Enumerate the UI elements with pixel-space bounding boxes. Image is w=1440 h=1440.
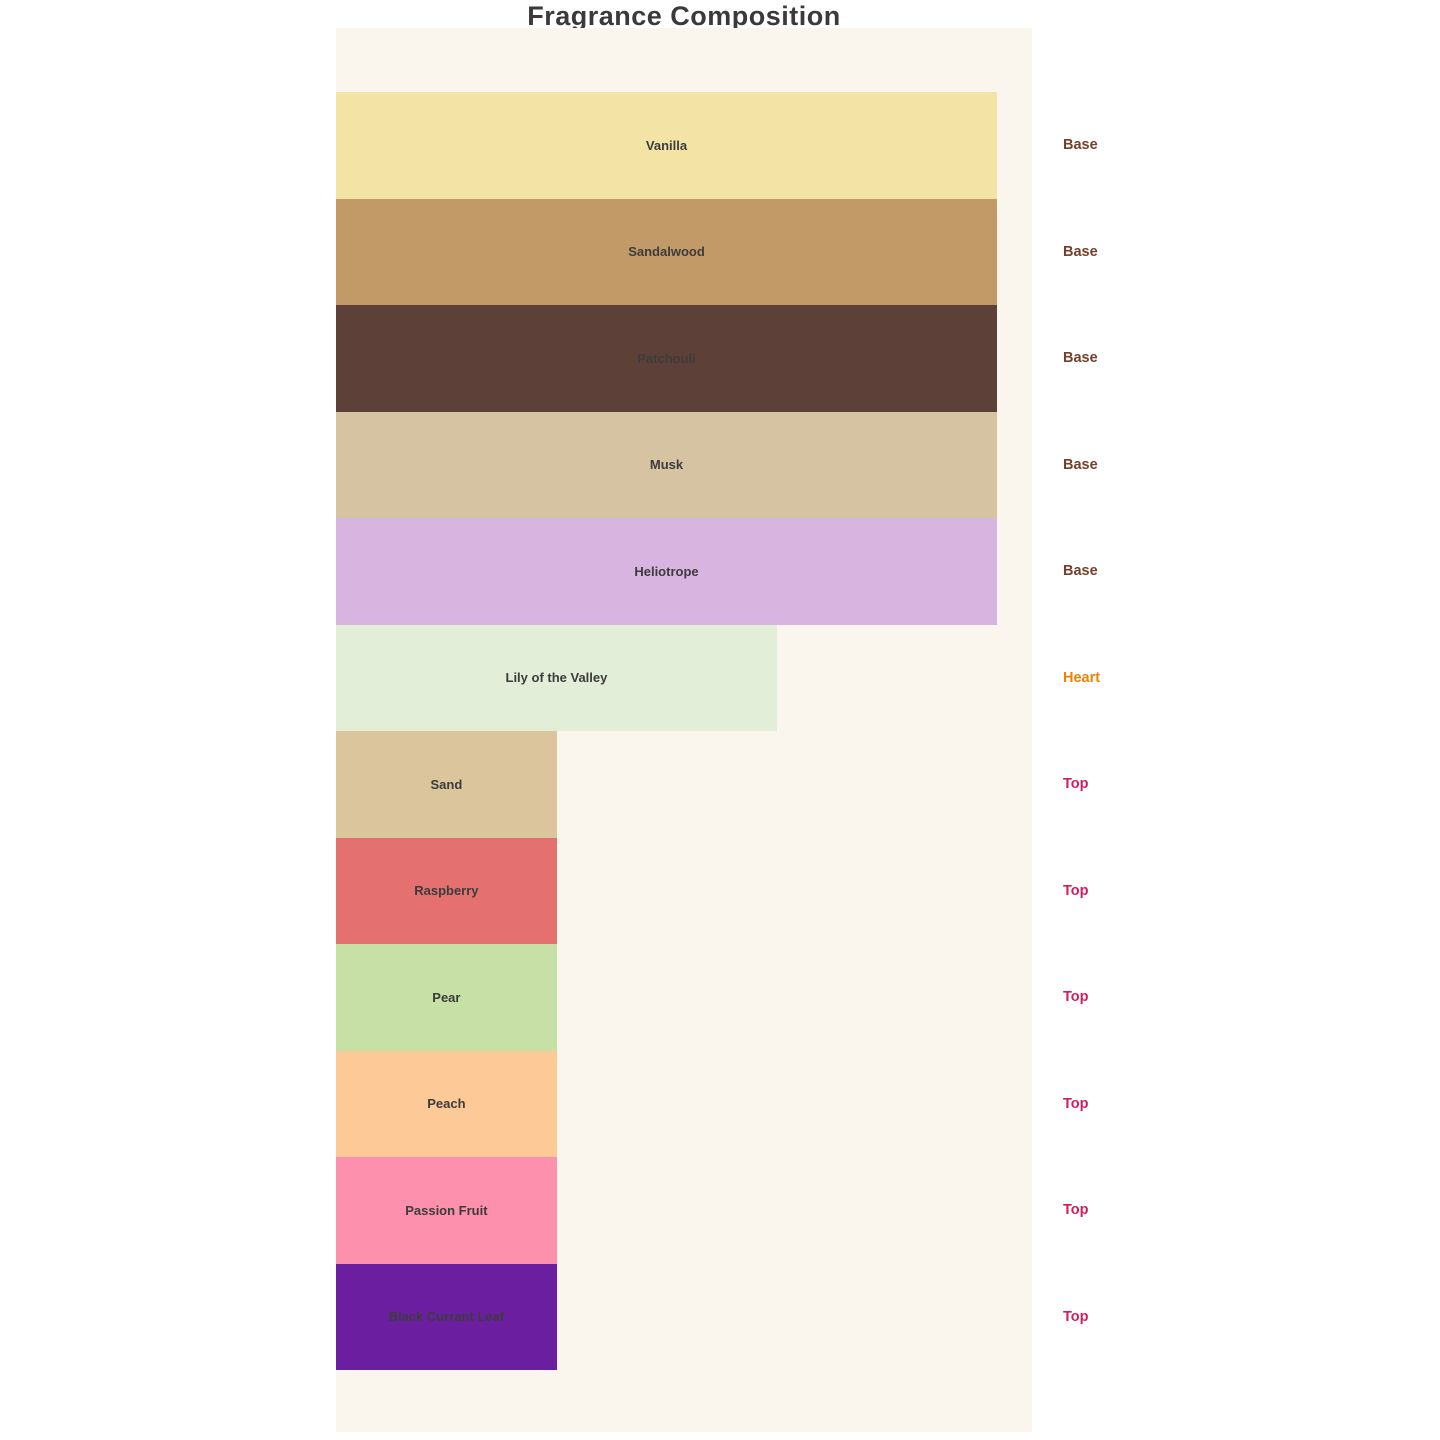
note-bar: Peach xyxy=(336,1050,557,1157)
note-label: Peach xyxy=(427,1096,466,1112)
note-bar: Black Currant Leaf xyxy=(336,1263,557,1370)
note-bar: Vanilla xyxy=(336,92,997,199)
note-row: Sandalwood Base xyxy=(0,198,1440,305)
note-label: Lily of the Valley xyxy=(505,670,608,686)
note-bar: Pear xyxy=(336,944,557,1051)
note-row: Sand Top xyxy=(0,731,1440,838)
note-label: Black Currant Leaf xyxy=(388,1309,505,1325)
note-category-label: Top xyxy=(1063,1308,1089,1325)
note-category-label: Base xyxy=(1063,456,1098,473)
note-bar: Heliotrope xyxy=(336,518,997,625)
note-category-label: Top xyxy=(1063,989,1089,1006)
note-category-label: Top xyxy=(1063,882,1089,899)
note-label: Patchouli xyxy=(637,350,696,366)
note-category-label: Heart xyxy=(1063,669,1101,686)
note-category-label: Base xyxy=(1063,243,1098,260)
note-label: Heliotrope xyxy=(634,563,699,579)
chart-title: Fragrance Composition xyxy=(527,1,841,31)
note-label: Raspberry xyxy=(414,883,479,899)
note-bar: Musk xyxy=(336,411,997,518)
note-label: Passion Fruit xyxy=(405,1202,488,1218)
note-bar: Sand xyxy=(336,731,557,838)
note-category-label: Base xyxy=(1063,350,1098,367)
note-row: Heliotrope Base xyxy=(0,518,1440,625)
note-row: Black Currant Leaf Top xyxy=(0,1263,1440,1370)
note-bar: Raspberry xyxy=(336,837,557,944)
note-bar: Sandalwood xyxy=(336,198,997,305)
note-row: Peach Top xyxy=(0,1050,1440,1157)
note-category-label: Base xyxy=(1063,563,1098,580)
note-bar: Passion Fruit xyxy=(336,1157,557,1264)
note-bar: Patchouli xyxy=(336,305,997,412)
note-label: Sand xyxy=(430,776,463,792)
note-row: Raspberry Top xyxy=(0,837,1440,944)
note-row: Passion Fruit Top xyxy=(0,1157,1440,1264)
note-label: Sandalwood xyxy=(628,244,705,260)
note-category-label: Base xyxy=(1063,137,1098,154)
note-row: Vanilla Base xyxy=(0,92,1440,199)
note-category-label: Top xyxy=(1063,1202,1089,1219)
note-row: Musk Base xyxy=(0,411,1440,518)
note-row: Patchouli Base xyxy=(0,305,1440,412)
note-category-label: Top xyxy=(1063,776,1089,793)
note-label: Musk xyxy=(649,457,684,473)
note-row: Pear Top xyxy=(0,944,1440,1051)
note-label: Pear xyxy=(432,989,461,1005)
note-row: Lily of the Valley Heart xyxy=(0,624,1440,731)
note-bar: Lily of the Valley xyxy=(336,624,777,731)
note-category-label: Top xyxy=(1063,1095,1089,1112)
note-label: Vanilla xyxy=(645,137,688,153)
